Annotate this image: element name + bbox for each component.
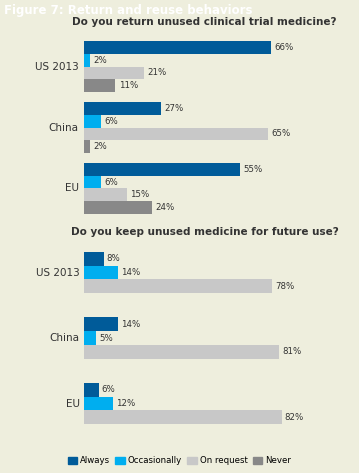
Text: 14%: 14% [121, 268, 140, 277]
Text: 6%: 6% [105, 117, 118, 126]
Text: 2%: 2% [93, 142, 107, 151]
Bar [84, 252, 104, 266]
Text: US 2013: US 2013 [35, 61, 79, 71]
Text: 24%: 24% [156, 203, 175, 212]
Bar [84, 140, 90, 153]
Bar [84, 331, 96, 345]
Text: 27%: 27% [164, 104, 183, 113]
Text: China: China [50, 333, 80, 343]
Bar [84, 67, 144, 79]
Bar [84, 175, 101, 188]
Text: US 2013: US 2013 [36, 268, 80, 278]
Bar [84, 115, 101, 128]
Text: 66%: 66% [275, 43, 294, 52]
Bar [84, 201, 152, 214]
Bar [84, 163, 240, 175]
Bar [84, 188, 127, 201]
Bar [84, 41, 271, 54]
Text: 11%: 11% [119, 81, 138, 90]
Bar [84, 102, 161, 115]
Legend: Always, Occasionally, On request, Never: Always, Occasionally, On request, Never [68, 456, 291, 465]
Text: 65%: 65% [272, 130, 291, 139]
Bar [84, 345, 279, 359]
Text: 5%: 5% [99, 333, 113, 342]
Bar [84, 266, 118, 280]
Text: Do you return unused clinical trial medicine?: Do you return unused clinical trial medi… [73, 17, 337, 26]
Text: 6%: 6% [105, 177, 118, 186]
Bar [84, 383, 99, 397]
Bar [84, 128, 268, 140]
Text: 14%: 14% [121, 320, 140, 329]
Text: Figure 7: Return and reuse behaviors: Figure 7: Return and reuse behaviors [4, 4, 253, 17]
Text: 55%: 55% [243, 165, 263, 174]
Bar [84, 317, 118, 331]
Bar [84, 397, 113, 411]
Bar [84, 54, 90, 67]
Text: 21%: 21% [147, 69, 167, 78]
Text: 2%: 2% [93, 56, 107, 65]
Text: EU: EU [66, 399, 80, 409]
Text: 81%: 81% [282, 347, 301, 356]
Text: 12%: 12% [116, 399, 135, 408]
Text: 8%: 8% [107, 254, 120, 263]
Text: EU: EU [65, 184, 79, 193]
Text: Do you keep unused medicine for future use?: Do you keep unused medicine for future u… [71, 227, 339, 237]
Text: China: China [49, 123, 79, 132]
Bar [84, 280, 272, 293]
Bar [84, 79, 116, 92]
Bar [84, 411, 281, 424]
Text: 82%: 82% [284, 413, 304, 422]
Text: 6%: 6% [102, 385, 116, 394]
Text: 78%: 78% [275, 282, 294, 291]
Text: 15%: 15% [130, 190, 149, 200]
